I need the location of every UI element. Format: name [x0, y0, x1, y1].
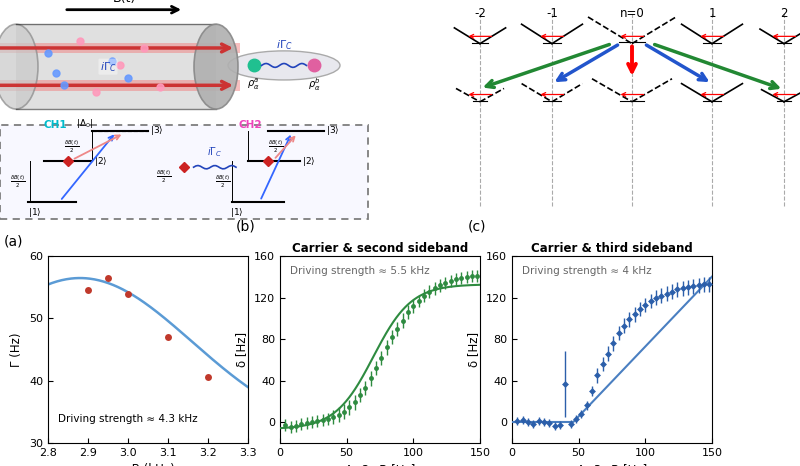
- Text: CH2: CH2: [238, 120, 262, 130]
- Text: $|3\rangle$: $|3\rangle$: [326, 124, 339, 137]
- Text: $|3\rangle$: $|3\rangle$: [150, 124, 163, 137]
- Polygon shape: [16, 24, 216, 109]
- Text: $|2\rangle$: $|2\rangle$: [302, 155, 315, 168]
- Text: $\frac{\delta B(t)}{2}$: $\frac{\delta B(t)}{2}$: [269, 138, 283, 155]
- Text: CH1: CH1: [44, 120, 68, 130]
- Polygon shape: [0, 80, 240, 90]
- Text: n=0: n=0: [620, 7, 644, 20]
- FancyBboxPatch shape: [0, 125, 368, 219]
- Text: Driving strength ≈ 5.5 kHz: Driving strength ≈ 5.5 kHz: [290, 266, 430, 275]
- Text: $|\Delta_0|$: $|\Delta_0|$: [76, 116, 94, 130]
- Text: $\frac{\delta B(t)}{2}$: $\frac{\delta B(t)}{2}$: [157, 168, 171, 185]
- Text: $i\Gamma_C$: $i\Gamma_C$: [207, 145, 222, 159]
- Text: $\rho^a_\alpha$: $\rho^a_\alpha$: [247, 76, 260, 92]
- Y-axis label: Γ (Hz): Γ (Hz): [10, 332, 23, 367]
- X-axis label: ωB (kHz): ωB (kHz): [122, 463, 174, 466]
- Text: (c): (c): [468, 220, 486, 234]
- Text: $i\Gamma_C$: $i\Gamma_C$: [100, 60, 116, 74]
- Text: (b): (b): [236, 220, 256, 234]
- Text: 2: 2: [780, 7, 788, 20]
- Ellipse shape: [0, 24, 38, 109]
- Text: $\rho^b_\alpha$: $\rho^b_\alpha$: [308, 76, 321, 93]
- Polygon shape: [0, 43, 240, 53]
- Text: Driving strength ≈ 4 kHz: Driving strength ≈ 4 kHz: [522, 266, 652, 275]
- Text: -1: -1: [546, 7, 558, 20]
- Text: $\frac{\delta B(t)}{2}$: $\frac{\delta B(t)}{2}$: [10, 173, 25, 190]
- Text: $i\Gamma_C$: $i\Gamma_C$: [276, 38, 292, 52]
- Ellipse shape: [194, 24, 238, 109]
- Y-axis label: δ [Hz]: δ [Hz]: [467, 332, 481, 367]
- Text: $\frac{\delta B(t)}{2}$: $\frac{\delta B(t)}{2}$: [65, 138, 79, 155]
- Text: $|1\rangle$: $|1\rangle$: [230, 206, 244, 219]
- Text: $\frac{\delta B(t)}{2}$: $\frac{\delta B(t)}{2}$: [215, 173, 230, 190]
- X-axis label: Δ₀-3ωB [Hz]: Δ₀-3ωB [Hz]: [577, 463, 647, 466]
- Title: Carrier & third sideband: Carrier & third sideband: [531, 242, 693, 255]
- Text: 1: 1: [708, 7, 716, 20]
- Text: -2: -2: [474, 7, 486, 20]
- Text: (a): (a): [4, 235, 23, 249]
- Text: $|1\rangle$: $|1\rangle$: [28, 206, 42, 219]
- Text: B(t): B(t): [112, 0, 136, 5]
- Title: Carrier & second sideband: Carrier & second sideband: [292, 242, 468, 255]
- X-axis label: Δ₀-2ωB [Hz]: Δ₀-2ωB [Hz]: [345, 463, 415, 466]
- Ellipse shape: [228, 51, 340, 80]
- Y-axis label: δ [Hz]: δ [Hz]: [235, 332, 249, 367]
- Text: Driving strength ≈ 4.3 kHz: Driving strength ≈ 4.3 kHz: [58, 414, 198, 424]
- Text: $|2\rangle$: $|2\rangle$: [94, 155, 107, 168]
